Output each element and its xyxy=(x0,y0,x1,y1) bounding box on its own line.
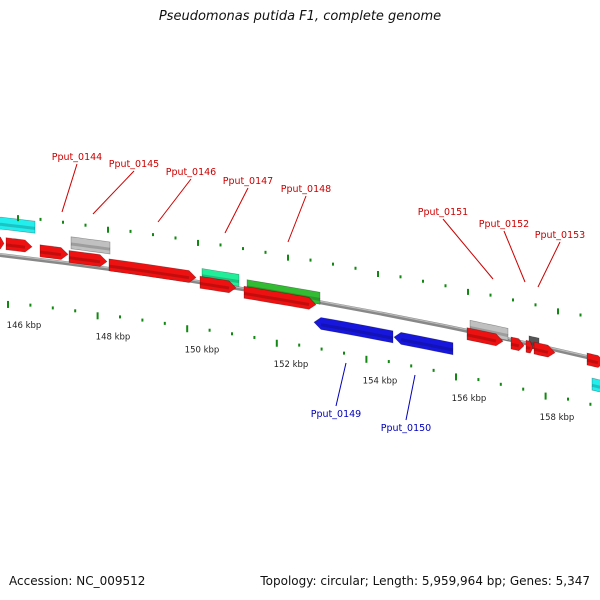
gene-label-Pput_0151: Pput_0151 xyxy=(418,207,468,218)
accession-label: Accession: NC_009512 xyxy=(9,574,146,588)
gene-feature-8 xyxy=(5,237,33,253)
gene-feature-6 xyxy=(591,377,600,393)
scale-label-4: 154 kbp xyxy=(363,376,398,386)
gene-feature-shade-17 xyxy=(533,347,549,354)
gene-feature-shade-14 xyxy=(466,333,497,343)
gene-label-Pput_0146: Pput_0146 xyxy=(166,167,216,178)
gene-feature-shade-18 xyxy=(586,358,599,365)
gene-leader-line-5 xyxy=(442,218,494,280)
gene-leader-line-6 xyxy=(503,230,526,283)
gene-feature-9 xyxy=(39,244,69,260)
gene-feature-12 xyxy=(199,275,237,294)
gene-label-Pput_0152: Pput_0152 xyxy=(479,219,529,230)
gene-leader-line-3 xyxy=(224,187,249,234)
scale-label-2: 150 kbp xyxy=(185,346,220,356)
gene-feature-15 xyxy=(510,336,525,352)
gene-feature-shade-8 xyxy=(5,243,26,249)
gene-feature-shade-19 xyxy=(320,323,394,340)
gene-feature-shade-16 xyxy=(525,346,531,350)
gene-feature-16 xyxy=(525,339,534,354)
gene-feature-7 xyxy=(0,236,5,250)
gene-feature-20 xyxy=(393,332,454,356)
gene-feature-shade-9 xyxy=(39,250,62,257)
gene-feature-1 xyxy=(70,236,111,255)
gene-feature-17 xyxy=(533,341,556,358)
gene-leader-line-4 xyxy=(287,195,307,243)
gene-label-Pput_0148: Pput_0148 xyxy=(281,184,331,195)
gene-feature-shade-11 xyxy=(108,264,190,280)
gene-leader-line-9 xyxy=(405,374,416,421)
gene-feature-shade-4 xyxy=(469,326,509,338)
gene-leader-line-8 xyxy=(335,362,347,407)
gene-label-Pput_0147: Pput_0147 xyxy=(223,176,273,187)
scale-label-5: 156 kbp xyxy=(452,394,487,404)
gene-label-Pput_0150: Pput_0150 xyxy=(381,423,431,434)
gene-label-Pput_0144: Pput_0144 xyxy=(52,152,102,163)
scale-label-6: 158 kbp xyxy=(540,413,575,423)
gene-feature-shade-13 xyxy=(243,292,310,306)
gene-feature-shade-0 xyxy=(0,222,36,230)
gene-feature-shade-12 xyxy=(199,281,230,290)
genome-title: Pseudomonas putida F1, complete genome xyxy=(158,9,442,24)
gene-feature-14 xyxy=(466,327,504,347)
gene-feature-18 xyxy=(586,352,600,368)
gene-feature-19 xyxy=(313,317,394,344)
scale-label-1: 148 kbp xyxy=(96,332,131,342)
gene-feature-13 xyxy=(243,285,317,310)
gene-leader-line-2 xyxy=(157,178,192,223)
gene-feature-shade-15 xyxy=(510,342,520,348)
gene-feature-shade-1 xyxy=(70,242,111,251)
gene-feature-11 xyxy=(108,258,197,283)
gene-leader-line-0 xyxy=(61,163,78,213)
gene-label-Pput_0153: Pput_0153 xyxy=(535,230,585,241)
scale-label-3: 152 kbp xyxy=(274,360,309,370)
gene-feature-0 xyxy=(0,216,36,234)
gene-feature-shade-6 xyxy=(591,383,600,389)
scale-label-0: 146 kbp xyxy=(7,321,42,331)
gene-leader-line-1 xyxy=(92,170,135,215)
gene-feature-shade-2 xyxy=(201,274,240,284)
gene-label-Pput_0149: Pput_0149 xyxy=(311,409,361,420)
gene-feature-10 xyxy=(68,250,108,267)
gene-label-Pput_0145: Pput_0145 xyxy=(109,159,159,170)
gene-feature-shade-20 xyxy=(400,338,454,352)
gene-leader-line-7 xyxy=(537,241,561,288)
gene-feature-shade-10 xyxy=(68,256,101,264)
genome-stats-label: Topology: circular; Length: 5,959,964 bp… xyxy=(260,574,590,588)
